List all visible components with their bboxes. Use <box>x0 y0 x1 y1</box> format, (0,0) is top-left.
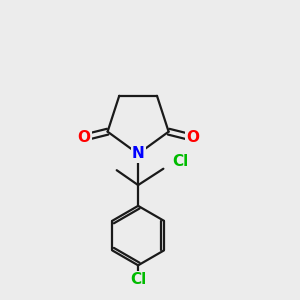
Text: Cl: Cl <box>130 272 146 287</box>
Text: O: O <box>186 130 199 145</box>
Text: N: N <box>132 146 145 161</box>
Text: O: O <box>77 130 90 145</box>
Text: Cl: Cl <box>172 154 189 169</box>
